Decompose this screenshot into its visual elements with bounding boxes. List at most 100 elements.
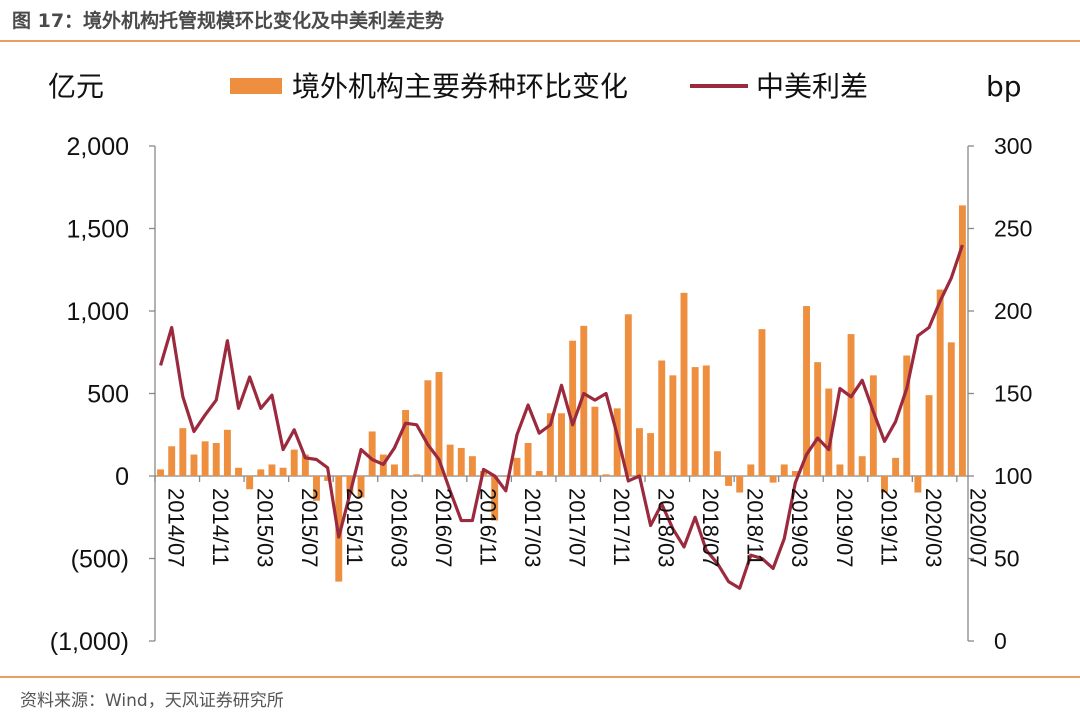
- bar: [368, 431, 376, 476]
- x-tick-label: 2020/07: [965, 488, 990, 568]
- x-tick-label: 2020/03: [921, 488, 946, 568]
- bar: [524, 443, 532, 476]
- x-tick-label: 2018/03: [654, 488, 679, 568]
- bar: [580, 325, 588, 476]
- bar: [569, 340, 577, 476]
- bar: [947, 342, 955, 476]
- bar: [803, 306, 810, 476]
- bar: [491, 476, 499, 521]
- bar: [201, 441, 209, 476]
- bar: [914, 476, 922, 493]
- bar: [814, 362, 822, 476]
- bar: [446, 444, 454, 476]
- bar: [925, 395, 933, 476]
- bar: [702, 365, 710, 476]
- bar: [903, 355, 911, 476]
- x-tick-label: 2019/11: [876, 488, 901, 566]
- bar: [179, 428, 187, 476]
- bar: [235, 467, 242, 476]
- bar: [257, 469, 265, 476]
- bar: [402, 410, 410, 476]
- right-tick-label: 0: [994, 628, 1007, 654]
- source-note: 资料来源：Wind，天风证券研究所: [20, 691, 284, 711]
- bar: [958, 205, 966, 476]
- tick-labels: 2,0001,5001,0005000(500)(1,000)300250200…: [48, 70, 1032, 656]
- bar: [223, 429, 231, 476]
- bar: [468, 456, 476, 476]
- right-tick-label: 300: [994, 133, 1032, 159]
- legend-bar-label: 境外机构主要券种环比变化: [292, 70, 628, 103]
- left-tick-label: 2,000: [66, 133, 129, 161]
- bar: [457, 447, 465, 476]
- bar: [836, 464, 844, 476]
- bar: [636, 428, 643, 476]
- line-series: [159, 244, 964, 590]
- left-tick-label: 1,500: [66, 216, 129, 244]
- bar: [546, 413, 554, 476]
- bar: [613, 408, 621, 476]
- bar: [725, 476, 733, 486]
- bar: [558, 413, 565, 476]
- bar: [357, 476, 365, 498]
- bar: [190, 454, 198, 476]
- bar: [680, 292, 688, 476]
- bar: [602, 474, 610, 476]
- bar: [624, 314, 632, 476]
- chart: 2,0001,5001,0005000(500)(1,000)300250200…: [48, 70, 1032, 656]
- x-tick-label: 2014/07: [164, 488, 189, 568]
- bar: [758, 329, 766, 476]
- bar: [513, 457, 521, 476]
- bar: [691, 367, 699, 476]
- bar: [157, 469, 165, 476]
- bar: [279, 467, 287, 476]
- right-axis-unit: bp: [986, 70, 1022, 103]
- left-tick-label: 1,000: [66, 298, 129, 326]
- bar: [769, 476, 777, 483]
- left-axis-unit: 亿元: [48, 70, 104, 103]
- x-tick-label: 2014/11: [208, 488, 233, 566]
- bar: [313, 476, 320, 501]
- bar: [324, 476, 332, 481]
- bar: [736, 476, 744, 493]
- bar: [869, 375, 877, 476]
- right-tick-label: 150: [994, 381, 1032, 407]
- top-divider: [0, 40, 1080, 42]
- bar: [881, 476, 888, 493]
- bar: [669, 375, 677, 476]
- left-tick-label: (1,000): [50, 628, 129, 656]
- bar: [413, 474, 421, 476]
- bar: [936, 289, 944, 476]
- chart-axes: [149, 145, 974, 642]
- bar: [858, 456, 866, 476]
- x-tick-label: 2015/07: [297, 488, 322, 568]
- legend: 境外机构主要券种环比变化 中美利差: [230, 70, 868, 103]
- x-tick-label: 2015/11: [342, 488, 367, 566]
- bar: [647, 433, 655, 476]
- bar: [791, 471, 799, 476]
- x-tick-label: 2019/03: [787, 488, 812, 568]
- bar: [825, 388, 833, 476]
- x-tick-label: 2018/07: [698, 488, 723, 568]
- x-tick-label: 2019/07: [832, 488, 857, 568]
- x-tick-label: 2016/03: [386, 488, 411, 568]
- legend-bar-swatch: [230, 78, 282, 94]
- bar: [212, 443, 220, 476]
- bar: [268, 464, 276, 476]
- right-tick-label: 50: [994, 546, 1020, 572]
- right-tick-label: 100: [994, 463, 1032, 489]
- left-tick-label: 500: [87, 381, 129, 409]
- legend-line-label: 中美利差: [756, 70, 868, 103]
- x-tick-label: 2018/11: [743, 488, 768, 566]
- x-tick-label: 2017/11: [609, 488, 634, 566]
- bottom-divider: [0, 676, 1080, 678]
- x-tick-label: 2017/07: [565, 488, 590, 568]
- bar: [502, 476, 510, 477]
- bar: [168, 446, 176, 476]
- bar: [390, 464, 398, 476]
- bar: [892, 457, 900, 476]
- bar: [246, 476, 254, 490]
- right-tick-label: 250: [994, 216, 1032, 242]
- bar: [535, 471, 543, 476]
- x-tick-label: 2016/07: [431, 488, 456, 568]
- bar: [301, 454, 309, 476]
